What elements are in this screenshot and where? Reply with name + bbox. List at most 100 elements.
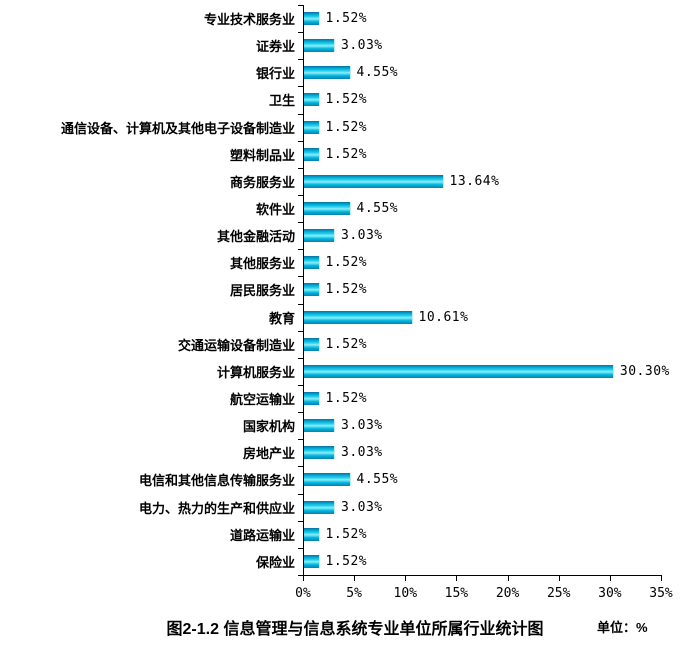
bar-area: 3.03% xyxy=(303,439,684,466)
x-tick xyxy=(507,575,509,581)
bar xyxy=(304,39,335,53)
chart-row: 其他服务业 1.52% xyxy=(0,249,684,276)
value-label: 4.55% xyxy=(356,472,399,488)
bar-area: 1.52% xyxy=(303,249,684,276)
x-tick xyxy=(661,575,662,581)
bar xyxy=(304,473,351,487)
x-tick-label: 5% xyxy=(346,586,362,601)
y-tick xyxy=(298,520,303,522)
chart-row: 电力、热力的生产和供应业 3.03% xyxy=(0,494,684,521)
value-label: 3.03% xyxy=(341,499,383,515)
category-label: 电力、热力的生产和供应业 xyxy=(138,500,295,516)
category-label: 专业技术服务业 xyxy=(203,12,295,28)
x-tick-label: 30% xyxy=(598,586,622,601)
chart-row: 其他金融活动 3.03% xyxy=(0,222,684,249)
value-label: 4.55% xyxy=(356,201,399,217)
y-tick xyxy=(298,357,303,359)
x-tick xyxy=(354,575,356,581)
bar xyxy=(304,120,320,134)
category-label: 居民服务业 xyxy=(229,283,295,299)
y-tick xyxy=(298,249,303,251)
value-label: 1.52% xyxy=(325,119,368,135)
bar-area: 1.52% xyxy=(303,331,684,358)
chart-row: 教育 10.61% xyxy=(0,304,684,331)
category-label: 航空运输业 xyxy=(229,392,295,408)
bar xyxy=(304,554,320,568)
chart-row: 保险业 1.52% xyxy=(0,548,684,575)
y-tick xyxy=(298,303,303,305)
chart-row: 证券业 3.03% xyxy=(0,32,684,59)
chart-row: 专业技术服务业 1.52% xyxy=(0,5,684,32)
y-tick xyxy=(298,167,303,169)
category-label: 保险业 xyxy=(255,554,295,570)
bar-area: 1.52% xyxy=(303,385,684,412)
y-tick xyxy=(298,330,303,332)
category-label: 教育 xyxy=(268,310,295,326)
value-label: 1.52% xyxy=(325,553,368,569)
bar xyxy=(304,66,351,80)
value-label: 13.64% xyxy=(449,173,500,189)
chart-title: 图2-1.2 信息管理与信息系统专业单位所属行业统计图 xyxy=(166,621,544,638)
bar-area: 4.55% xyxy=(303,195,684,222)
bar-area: 30.30% xyxy=(303,358,684,385)
y-tick xyxy=(298,466,303,468)
value-label: 3.03% xyxy=(341,228,383,244)
bar-area: 4.55% xyxy=(303,466,684,493)
bar xyxy=(304,12,320,26)
category-label: 房地产业 xyxy=(242,446,295,462)
y-tick xyxy=(298,385,303,386)
category-label: 其他服务业 xyxy=(229,256,295,272)
bar-area: 1.52% xyxy=(303,5,684,32)
bar xyxy=(304,446,335,460)
bar-area: 3.03% xyxy=(303,412,684,439)
y-tick xyxy=(298,575,303,576)
category-label: 银行业 xyxy=(255,66,295,82)
value-label: 1.52% xyxy=(325,282,368,298)
chart-row: 道路运输业 1.52% xyxy=(0,521,684,548)
value-label: 1.52% xyxy=(325,146,368,162)
chart-row: 通信设备、计算机及其他电子设备制造业 1.52% xyxy=(0,114,684,141)
value-label: 1.52% xyxy=(325,391,368,407)
bar-area: 1.52% xyxy=(303,276,684,303)
x-tick xyxy=(303,575,304,581)
bar-area: 1.52% xyxy=(303,521,684,548)
chart-rows: 专业技术服务业 1.52% 证券业 3.03% 银行业 4.55% 卫生 1.52% 通信设备、… xyxy=(0,5,684,575)
x-tick xyxy=(405,575,407,581)
y-tick xyxy=(298,195,303,196)
bar-area: 10.61% xyxy=(303,304,684,331)
bar-area: 1.52% xyxy=(303,548,684,575)
value-label: 30.30% xyxy=(619,363,670,379)
x-tick xyxy=(558,575,560,581)
y-tick xyxy=(298,412,303,414)
category-label: 其他金融活动 xyxy=(216,229,295,245)
bar-area: 13.64% xyxy=(303,168,684,195)
bar xyxy=(304,174,444,188)
y-tick xyxy=(298,222,303,224)
x-tick-label: 0% xyxy=(295,586,311,601)
y-tick xyxy=(298,140,303,142)
y-axis-line xyxy=(303,5,304,576)
bar-area: 3.03% xyxy=(303,32,684,59)
y-tick xyxy=(298,5,303,6)
bar xyxy=(304,364,614,378)
unit-note: 单位：% xyxy=(597,620,648,635)
category-label: 塑料制品业 xyxy=(229,147,295,163)
value-label: 3.03% xyxy=(341,418,383,434)
y-tick xyxy=(298,439,303,441)
category-label: 交通运输设备制造业 xyxy=(177,337,295,353)
chart-row: 银行业 4.55% xyxy=(0,59,684,86)
bar xyxy=(304,527,320,541)
chart-row: 软件业 4.55% xyxy=(0,195,684,222)
x-tick-label: 25% xyxy=(546,586,571,601)
chart-row: 航空运输业 1.52% xyxy=(0,385,684,412)
bar xyxy=(304,202,351,216)
bar-area: 3.03% xyxy=(303,494,684,521)
chart-row: 国家机构 3.03% xyxy=(0,412,684,439)
value-label: 4.55% xyxy=(356,65,399,81)
bar xyxy=(304,147,320,161)
category-label: 卫生 xyxy=(268,93,295,109)
y-tick xyxy=(298,113,303,115)
y-tick xyxy=(298,547,303,549)
bar xyxy=(304,229,335,243)
